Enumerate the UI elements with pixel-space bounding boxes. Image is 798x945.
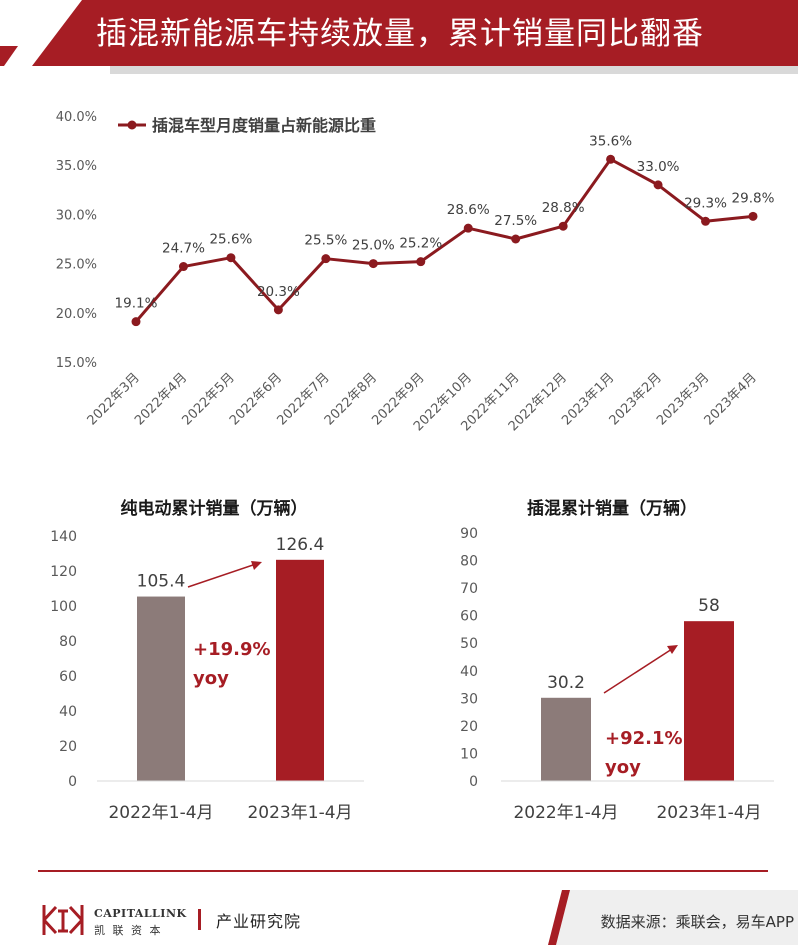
bev-cumulative-bar-chart: 纯电动累计销量（万辆） 0 20 40 60 80 100 120 140 105.4 2022年1… [50, 498, 364, 823]
data-label: 25.6% [209, 232, 252, 248]
department-name: 产业研究院 [216, 912, 302, 931]
brand-name-cn: 凯 联 资 本 [94, 924, 163, 937]
capitallink-logo-icon [42, 905, 84, 935]
yoy-label: yoy [605, 757, 641, 778]
yoy-percent: +92.1% [605, 728, 683, 749]
data-label: 24.7% [162, 241, 205, 257]
bar [684, 621, 734, 781]
y-tick-label: 0 [469, 774, 478, 790]
y-tick-label: 20 [59, 739, 77, 755]
bar-value-label: 126.4 [276, 535, 325, 555]
bar [276, 559, 324, 781]
y-tick-label: 40.0% [56, 110, 97, 125]
series-line [134, 157, 754, 323]
phev-cumulative-bar-chart: 插混累计销量（万辆） 0 10 20 30 40 50 60 70 80 90 30.2 2022年1-… [460, 498, 774, 823]
y-tick-label: 10 [460, 746, 478, 762]
data-label: 29.8% [732, 190, 775, 206]
data-label: 25.5% [304, 233, 347, 249]
bar [137, 596, 185, 781]
bar [541, 697, 591, 781]
legend-marker [127, 120, 137, 130]
bar-value-label: 58 [698, 596, 720, 616]
y-tick-label: 20 [460, 719, 478, 735]
data-label: 19.1% [115, 296, 158, 312]
y-tick-label: 60 [59, 669, 77, 685]
data-label: 28.6% [447, 202, 490, 218]
x-category-label: 2023年1-4月 [247, 803, 352, 823]
data-point [748, 211, 758, 221]
data-point [368, 259, 378, 269]
y-tick-label: 80 [59, 634, 77, 650]
arrow-head [667, 645, 678, 654]
footer-divider [38, 870, 768, 872]
data-point [606, 154, 616, 164]
data-point [131, 317, 141, 327]
y-tick-label: 15.0% [56, 356, 97, 371]
y-tick-label: 50 [460, 636, 478, 652]
logo-separator [198, 909, 201, 930]
growth-arrow [603, 648, 673, 694]
y-tick-label: 100 [50, 599, 77, 615]
y-tick-label: 40 [460, 664, 478, 680]
bar-chart-title: 纯电动累计销量（万辆） [121, 498, 308, 519]
y-tick-label: 80 [460, 554, 478, 570]
y-tick-label: 140 [50, 529, 77, 545]
data-label: 27.5% [494, 213, 537, 229]
yoy-percent: +19.9% [193, 639, 271, 660]
header-banner [0, 0, 798, 66]
data-label: 25.0% [352, 238, 395, 254]
y-tick-label: 35.0% [56, 159, 97, 174]
data-label: 20.3% [257, 284, 300, 300]
y-tick-label: 120 [50, 564, 77, 580]
page-title: 插混新能源车持续放量，累计销量同比翻番 [96, 16, 704, 52]
data-point [511, 234, 521, 244]
data-label: 33.0% [637, 159, 680, 175]
y-tick-label: 0 [68, 774, 77, 790]
data-point [178, 262, 188, 272]
y-tick-label: 30.0% [56, 208, 97, 223]
footer-source-band [548, 890, 798, 945]
data-point [226, 253, 236, 263]
data-point [653, 180, 663, 190]
bar-value-label: 105.4 [137, 572, 186, 592]
data-point [701, 216, 711, 226]
y-tick-label: 25.0% [56, 258, 97, 273]
data-point [463, 223, 473, 233]
data-point [416, 257, 426, 267]
x-category-label: 2022年1-4月 [108, 803, 213, 823]
bar-value-label: 30.2 [547, 673, 585, 693]
brand-name-en: CAPITALLINK [94, 907, 187, 920]
data-label: 35.6% [589, 133, 632, 149]
header-corner-accent [0, 46, 18, 66]
y-tick-label: 30 [460, 691, 478, 707]
y-tick-label: 90 [460, 526, 478, 542]
data-point [273, 305, 283, 315]
line-chart: 15.0%20.0%25.0%30.0%35.0%40.0%2022年3月202… [56, 110, 775, 434]
data-label: 25.2% [399, 236, 442, 252]
header-divider [110, 66, 798, 74]
y-tick-label: 20.0% [56, 307, 97, 322]
y-tick-label: 40 [59, 704, 77, 720]
data-label: 28.8% [542, 200, 585, 216]
growth-arrow [187, 563, 257, 588]
legend-label: 插混车型月度销量占新能源比重 [152, 116, 376, 135]
bar-chart-title: 插混累计销量（万辆） [527, 498, 697, 519]
x-category-label: 2023年1-4月 [656, 803, 761, 823]
y-tick-label: 60 [460, 609, 478, 625]
data-point [558, 221, 568, 231]
data-source-note: 数据来源：乘联会，易车APP [600, 913, 794, 931]
yoy-label: yoy [193, 668, 229, 689]
data-point [321, 254, 331, 264]
header-red-band [32, 0, 798, 66]
data-label: 29.3% [684, 195, 727, 211]
y-tick-label: 70 [460, 581, 478, 597]
x-category-label: 2022年1-4月 [513, 803, 618, 823]
arrow-head [251, 561, 262, 570]
